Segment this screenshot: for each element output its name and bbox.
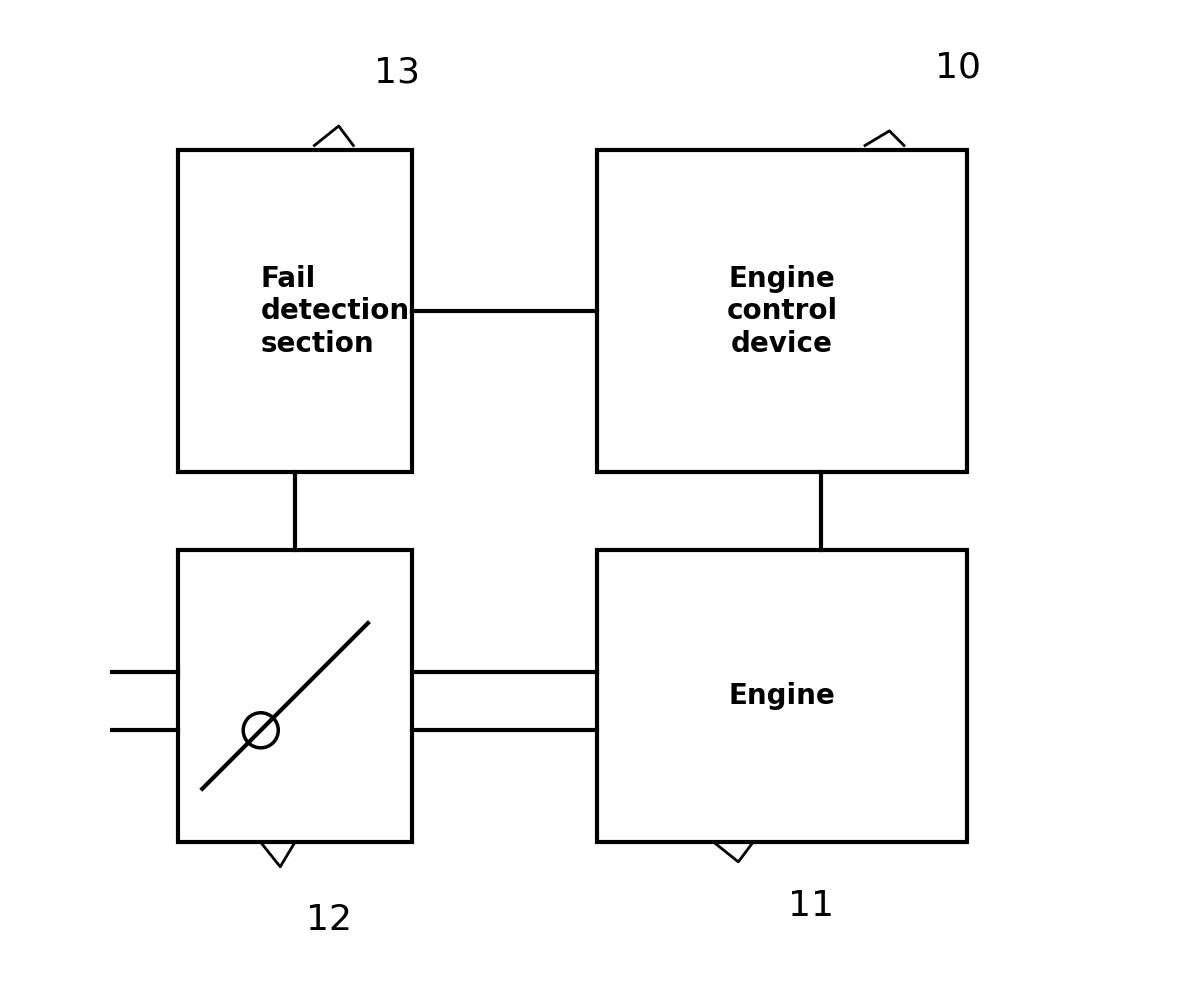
Text: 11: 11 <box>788 889 835 923</box>
Text: Engine
control
device: Engine control device <box>727 264 838 358</box>
Text: Engine: Engine <box>728 682 836 710</box>
Bar <box>178 549 412 842</box>
Text: 10: 10 <box>935 50 980 85</box>
Bar <box>597 150 967 472</box>
Bar <box>597 549 967 842</box>
Bar <box>178 150 412 472</box>
Text: 12: 12 <box>306 903 352 938</box>
Text: 13: 13 <box>374 55 420 89</box>
Text: Fail
detection
section: Fail detection section <box>260 264 410 358</box>
